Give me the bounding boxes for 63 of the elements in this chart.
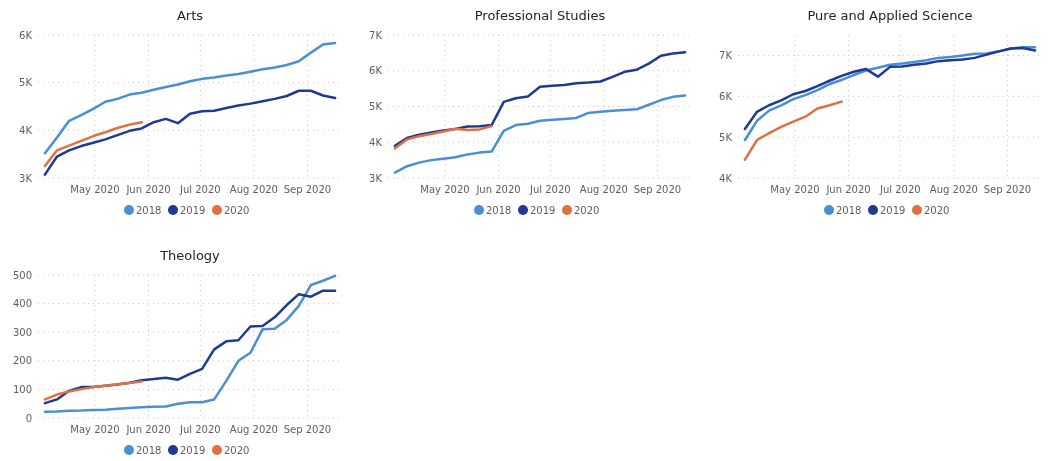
x-tick-label: Sep 2020 (283, 424, 332, 435)
chart-title: Theology (159, 248, 221, 263)
legend-label: 2018 (136, 204, 162, 216)
x-tick-label: Sep 2020 (983, 184, 1032, 195)
legend-label: 2019 (880, 204, 906, 216)
x-tick-label: May 2020 (420, 184, 470, 195)
x-tick-label: Jun 2020 (125, 184, 171, 195)
chart-title: Professional Studies (474, 8, 606, 23)
x-tick-label: Aug 2020 (579, 184, 628, 195)
x-tick-label: Jul 2020 (879, 184, 921, 195)
y-tick-label: 5K (369, 101, 383, 112)
y-tick-label: 4K (369, 136, 383, 148)
y-tick-label: 5K (19, 77, 33, 89)
line-series (43, 120, 143, 168)
y-tick-label: 300 (12, 326, 32, 338)
x-tick-label: Sep 2020 (633, 184, 682, 195)
y-tick-label: 200 (12, 355, 32, 367)
line-series (393, 94, 687, 174)
legend-label: 2020 (224, 444, 250, 456)
line-series (43, 380, 143, 401)
y-tick-label: 4K (719, 172, 733, 184)
x-tick-label: Sep 2020 (283, 184, 332, 195)
y-tick-label: 6K (719, 90, 733, 102)
y-tick-label: 6K (19, 29, 33, 41)
line-series (43, 89, 337, 176)
y-tick-label: 5K (719, 131, 733, 143)
x-tick-label: May 2020 (70, 424, 120, 435)
y-tick-label: 6K (369, 65, 383, 77)
legend-label: 2020 (224, 204, 250, 216)
y-tick-label: 500 (12, 269, 32, 281)
x-tick-label: Aug 2020 (229, 424, 278, 435)
x-tick-label: Aug 2020 (229, 184, 278, 195)
y-tick-label: 400 (12, 298, 32, 310)
y-tick-label: 0 (25, 412, 32, 424)
x-tick-label: Jun 2020 (825, 184, 871, 195)
y-tick-label: 3K (19, 172, 33, 184)
line-series (393, 124, 493, 150)
chart-title: Pure and Applied Science (807, 8, 973, 23)
legend-label: 2018 (836, 204, 862, 216)
y-tick-label: 100 (12, 383, 32, 395)
y-tick-label: 7K (719, 49, 733, 61)
legend-label: 2018 (136, 444, 162, 456)
legend-label: 2019 (530, 204, 556, 216)
legend-label: 2018 (486, 204, 512, 216)
x-tick-label: Jul 2020 (529, 184, 571, 195)
legend-label: 2020 (924, 204, 950, 216)
chart-title: Arts (176, 8, 204, 23)
x-tick-label: Jun 2020 (475, 184, 521, 195)
y-tick-label: 4K (19, 124, 33, 136)
legend-label: 2019 (180, 444, 206, 456)
y-tick-label: 7K (369, 29, 383, 41)
legend-label: 2020 (574, 204, 600, 216)
x-tick-label: Jul 2020 (179, 184, 221, 195)
line-series (743, 100, 843, 161)
x-tick-label: May 2020 (70, 184, 120, 195)
x-tick-label: Aug 2020 (929, 184, 978, 195)
line-series (43, 41, 337, 155)
x-tick-label: Jun 2020 (125, 424, 171, 435)
line-series (43, 274, 337, 413)
legend-label: 2019 (180, 204, 206, 216)
y-tick-label: 3K (369, 172, 383, 184)
x-tick-label: Jul 2020 (179, 424, 221, 435)
x-tick-label: May 2020 (770, 184, 820, 195)
